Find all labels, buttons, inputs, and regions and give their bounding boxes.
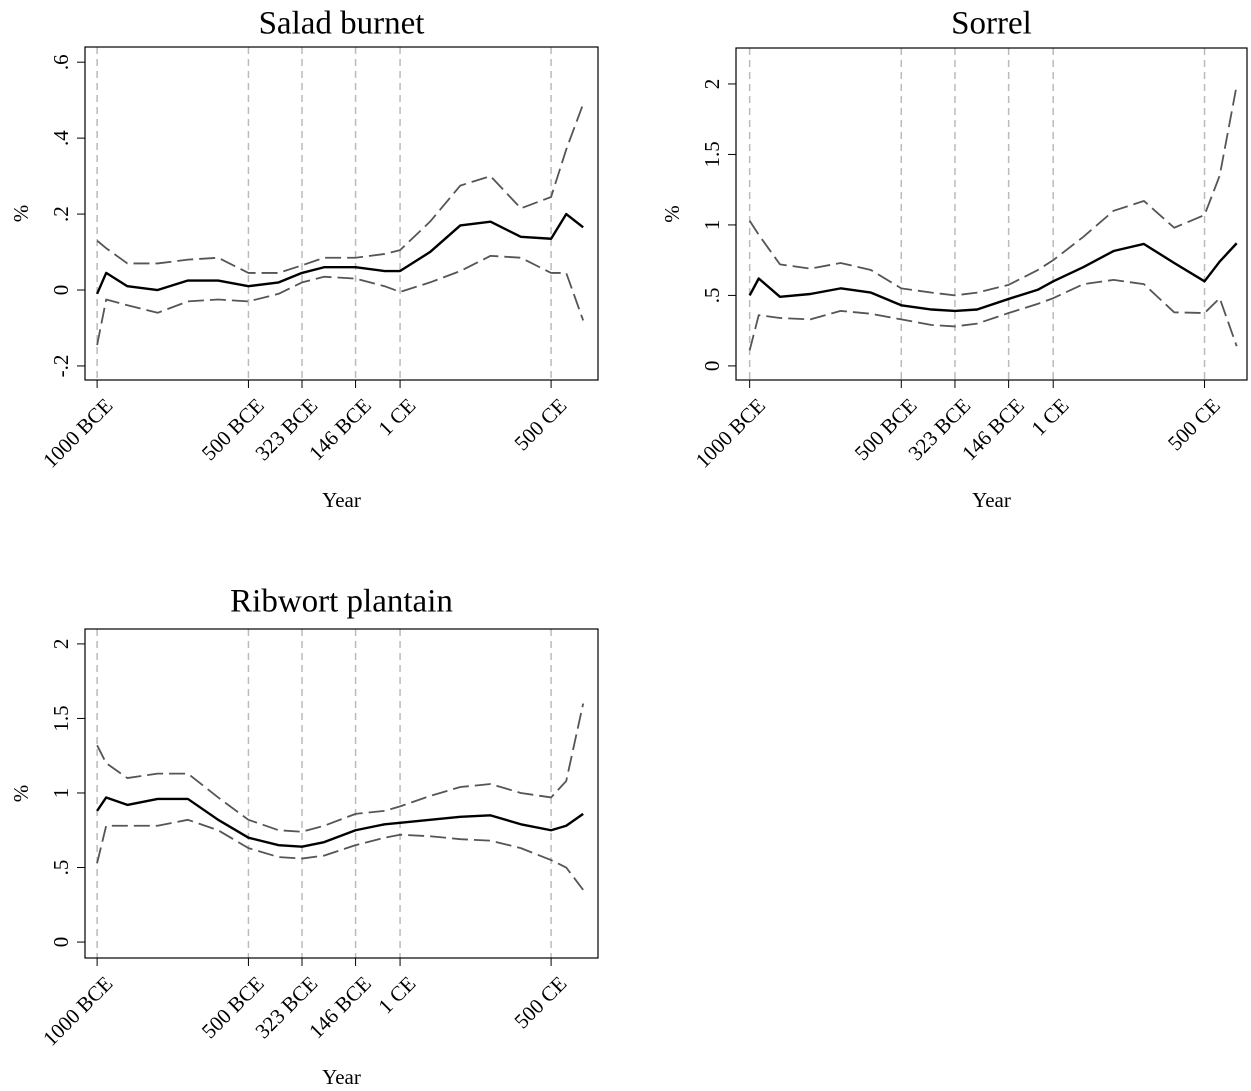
y-axis-label: % — [9, 785, 33, 803]
x-tick-label: 500 CE — [1163, 393, 1225, 455]
fit-line — [748, 242, 1238, 313]
y-tick-label: 2 — [700, 79, 724, 90]
plot-frame — [735, 47, 1248, 381]
y-tick-label: .4 — [49, 130, 73, 146]
confidence-line — [748, 279, 1238, 351]
x-tick-label: 1000 BCE — [38, 971, 117, 1050]
x-tick-label: 1000 BCE — [38, 393, 117, 472]
y-tick-label: 0 — [49, 937, 73, 948]
y-tick-label: 1 — [49, 788, 73, 799]
y-tick-label: .5 — [49, 860, 73, 876]
y-tick-label: .5 — [700, 288, 724, 304]
chart-title: Sorrel — [951, 6, 1032, 42]
x-axis-label: Year — [322, 1065, 361, 1089]
x-tick-label: 500 CE — [509, 393, 571, 455]
confidence-line — [96, 103, 585, 274]
y-tick-label: 1.5 — [49, 705, 73, 731]
y-axis-label: % — [9, 205, 33, 223]
chart-title: Salad burnet — [259, 6, 425, 42]
x-tick-label: 500 CE — [509, 971, 571, 1033]
confidence-line — [748, 85, 1238, 297]
confidence-line — [96, 818, 584, 891]
confidence-line — [96, 254, 585, 346]
y-tick-label: .6 — [49, 54, 73, 70]
x-tick-label: 1000 BCE — [691, 393, 770, 472]
y-tick-label: -.2 — [49, 355, 73, 378]
y-tick-label: 1 — [700, 220, 724, 231]
fit-line — [96, 212, 584, 295]
fit-line — [96, 796, 584, 848]
y-tick-label: 0 — [49, 285, 73, 296]
x-axis-label: Year — [322, 488, 361, 512]
x-axis-label: Year — [972, 488, 1011, 512]
y-tick-label: 1.5 — [700, 141, 724, 167]
plot-frame — [84, 628, 599, 959]
chart-title: Ribwort plantain — [230, 584, 453, 620]
y-axis-label: % — [660, 205, 684, 223]
x-tick-label: 1 CE — [373, 971, 420, 1018]
y-tick-label: 0 — [700, 361, 724, 372]
y-tick-label: .2 — [49, 206, 73, 222]
x-tick-label: 1 CE — [1026, 393, 1073, 440]
y-tick-label: 2 — [49, 639, 73, 650]
confidence-line — [96, 703, 585, 833]
x-tick-label: 1 CE — [373, 393, 420, 440]
plot-frame — [84, 46, 599, 381]
